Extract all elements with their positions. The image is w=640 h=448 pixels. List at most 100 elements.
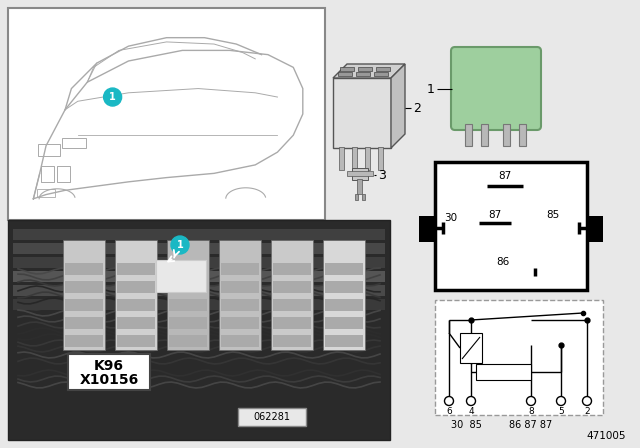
Bar: [503, 124, 510, 146]
Bar: [519, 124, 526, 146]
Bar: [325, 317, 363, 329]
Text: 86: 86: [497, 257, 509, 267]
Bar: [221, 281, 259, 293]
Bar: [323, 240, 365, 350]
Bar: [352, 147, 357, 170]
Bar: [481, 124, 488, 146]
Bar: [356, 72, 370, 76]
Bar: [271, 240, 313, 350]
Text: 062281: 062281: [253, 412, 291, 422]
Circle shape: [557, 396, 566, 405]
Text: 30: 30: [444, 213, 458, 223]
Bar: [221, 299, 259, 311]
Bar: [362, 194, 365, 200]
Bar: [36, 189, 54, 197]
Bar: [333, 78, 391, 148]
Bar: [65, 299, 103, 311]
Bar: [117, 317, 155, 329]
Bar: [8, 8, 325, 220]
Circle shape: [527, 396, 536, 405]
Bar: [465, 124, 472, 146]
Bar: [273, 263, 311, 275]
Polygon shape: [333, 64, 405, 78]
Bar: [374, 72, 388, 76]
Bar: [352, 168, 368, 180]
Text: 4: 4: [468, 406, 474, 415]
Bar: [13, 243, 385, 254]
Bar: [325, 335, 363, 347]
Bar: [340, 67, 354, 71]
Bar: [435, 162, 587, 290]
Bar: [42, 166, 54, 182]
Bar: [219, 240, 261, 350]
Bar: [115, 240, 157, 350]
Bar: [13, 257, 385, 268]
Bar: [419, 216, 435, 242]
Bar: [38, 144, 60, 156]
Text: 86 87 87: 86 87 87: [509, 420, 552, 430]
Polygon shape: [391, 64, 405, 148]
Circle shape: [582, 396, 591, 405]
Bar: [117, 335, 155, 347]
Bar: [65, 263, 103, 275]
Bar: [358, 67, 372, 71]
Bar: [58, 166, 70, 182]
Text: 1: 1: [177, 240, 184, 250]
Bar: [13, 299, 385, 310]
Bar: [65, 317, 103, 329]
Bar: [325, 299, 363, 311]
Bar: [65, 335, 103, 347]
Text: 2: 2: [413, 102, 421, 115]
Bar: [117, 263, 155, 275]
Bar: [221, 335, 259, 347]
Text: 1: 1: [427, 82, 435, 95]
Text: 5: 5: [558, 406, 564, 415]
Text: 87: 87: [499, 171, 511, 181]
Bar: [378, 147, 383, 170]
Bar: [273, 299, 311, 311]
Bar: [169, 299, 207, 311]
Bar: [221, 263, 259, 275]
Bar: [68, 354, 150, 390]
Bar: [355, 194, 358, 200]
Text: 8: 8: [528, 406, 534, 415]
Text: 2: 2: [584, 406, 590, 415]
Bar: [169, 317, 207, 329]
Bar: [325, 263, 363, 275]
Bar: [273, 335, 311, 347]
Bar: [13, 271, 385, 282]
Bar: [8, 220, 390, 440]
Bar: [13, 229, 385, 240]
Bar: [347, 171, 373, 176]
Bar: [238, 408, 306, 426]
Bar: [365, 147, 370, 170]
Bar: [357, 179, 362, 194]
Bar: [169, 263, 207, 275]
Text: 30  85: 30 85: [451, 420, 482, 430]
Bar: [460, 333, 482, 363]
Bar: [117, 299, 155, 311]
Bar: [273, 281, 311, 293]
Text: 85: 85: [547, 210, 559, 220]
Text: 471005: 471005: [586, 431, 626, 441]
Bar: [63, 240, 105, 350]
Bar: [338, 72, 352, 76]
Bar: [117, 281, 155, 293]
Bar: [169, 335, 207, 347]
Text: 87: 87: [488, 210, 502, 220]
Bar: [221, 317, 259, 329]
Text: 6: 6: [446, 406, 452, 415]
Bar: [476, 364, 531, 380]
Bar: [169, 281, 207, 293]
Text: X10156: X10156: [79, 373, 139, 387]
Bar: [167, 240, 209, 350]
Bar: [156, 260, 206, 292]
Bar: [325, 281, 363, 293]
Bar: [13, 285, 385, 296]
FancyBboxPatch shape: [451, 47, 541, 130]
Bar: [273, 317, 311, 329]
Circle shape: [104, 88, 122, 106]
Bar: [435, 300, 603, 415]
Bar: [376, 67, 390, 71]
Bar: [62, 138, 86, 148]
